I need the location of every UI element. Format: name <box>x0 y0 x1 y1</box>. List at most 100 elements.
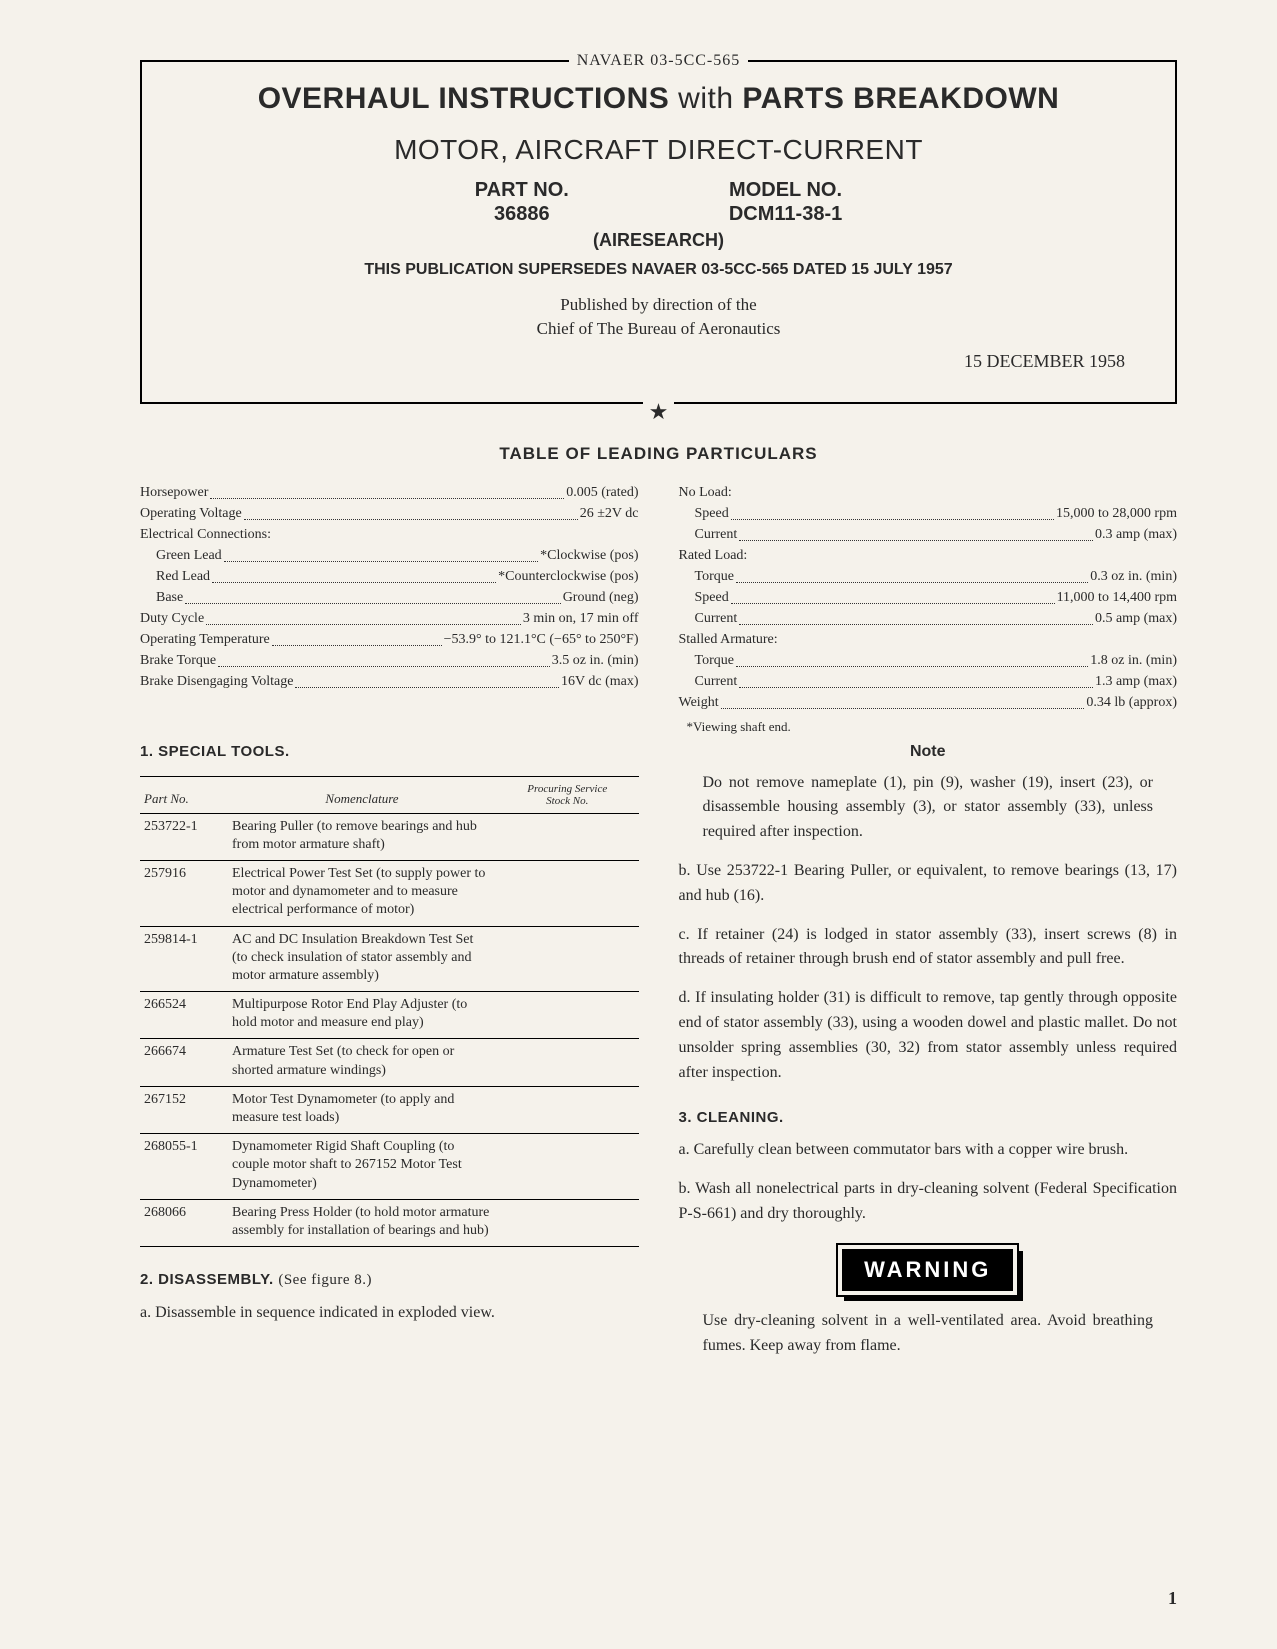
lp-row: Speed 15,000 to 28,000 rpm <box>679 503 1178 524</box>
lp-label: No Load: <box>679 482 732 503</box>
td-stockno <box>496 1199 639 1246</box>
lp-row: Base Ground (neg) <box>140 587 639 608</box>
model-no: DCM11-38-1 <box>729 202 842 226</box>
lp-dots <box>731 587 1055 604</box>
lp-columns: Horsepower0.005 (rated)Operating Voltage… <box>140 482 1177 713</box>
lp-value: 0.34 lb (approx) <box>1086 692 1177 713</box>
lp-dots <box>295 671 559 688</box>
s2-heading-text: 2. DISASSEMBLY. <box>140 1271 274 1288</box>
part-no-col: PART NO. 36886 <box>475 178 569 226</box>
body-columns: 1. SPECIAL TOOLS. Part No. Nomenclature … <box>140 719 1177 1373</box>
lp-label: Weight <box>679 692 719 713</box>
lp-value: 0.005 (rated) <box>566 482 638 503</box>
td-stockno <box>496 813 639 860</box>
lp-dots <box>210 482 564 499</box>
td-nomenclature: Motor Test Dynamometer (to apply and mea… <box>228 1086 496 1133</box>
lp-value: 26 ±2V dc <box>580 503 639 524</box>
lp-row: Torque 1.8 oz in. (min) <box>679 650 1178 671</box>
star-divider: ★ <box>140 399 1177 409</box>
th-stockno: Procuring Service Stock No. <box>496 776 639 813</box>
td-nomenclature: AC and DC Insulation Breakdown Test Set … <box>228 926 496 992</box>
td-stockno <box>496 1039 639 1086</box>
lp-value: 0.3 amp (max) <box>1095 524 1177 545</box>
lp-row: Speed11,000 to 14,400 rpm <box>679 587 1178 608</box>
published2: Chief of The Bureau of Aeronautics <box>172 317 1145 341</box>
lp-row: Operating Temperature−53.9° to 121.1°C (… <box>140 629 639 650</box>
lp-row: No Load: <box>679 482 1178 503</box>
warning-wrap: WARNING <box>679 1245 1178 1295</box>
lp-left: Horsepower0.005 (rated)Operating Voltage… <box>140 482 639 713</box>
lp-value: 3.5 oz in. (min) <box>552 650 639 671</box>
lp-row: Operating Voltage 26 ±2V dc <box>140 503 639 524</box>
model-no-col: MODEL NO. DCM11-38-1 <box>729 178 842 226</box>
lp-value: Ground (neg) <box>563 587 639 608</box>
manufacturer: (AIRESEARCH) <box>172 230 1145 251</box>
lp-dots <box>721 692 1085 709</box>
lp-label: Torque <box>695 650 734 671</box>
lp-label: Brake Torque <box>140 650 216 671</box>
warning-box: WARNING <box>838 1245 1017 1295</box>
header-box: NAVAER 03-5CC-565 OVERHAUL INSTRUCTIONS … <box>140 60 1177 404</box>
lp-row: Torque0.3 oz in. (min) <box>679 566 1178 587</box>
td-stockno <box>496 1134 639 1200</box>
s2-c: c. If retainer (24) is lodged in stator … <box>679 923 1178 973</box>
supersedes: THIS PUBLICATION SUPERSEDES NAVAER 03-5C… <box>172 261 1145 279</box>
table-row: 253722-1Bearing Puller (to remove bearin… <box>140 813 639 860</box>
th-nomenclature: Nomenclature <box>228 776 496 813</box>
lp-value: 1.8 oz in. (min) <box>1090 650 1177 671</box>
page-number: 1 <box>1168 1588 1177 1609</box>
lp-dots <box>218 650 550 667</box>
td-nomenclature: Armature Test Set (to check for open or … <box>228 1039 496 1086</box>
s2-heading: 2. DISASSEMBLY. (See figure 8.) <box>140 1271 639 1289</box>
lp-value: 0.5 amp (max) <box>1095 608 1177 629</box>
lp-value: 15,000 to 28,000 rpm <box>1056 503 1177 524</box>
table-row: 266674Armature Test Set (to check for op… <box>140 1039 639 1086</box>
part-no-label: PART NO. <box>475 178 569 202</box>
td-partno: 267152 <box>140 1086 228 1133</box>
lp-row: Current 0.5 amp (max) <box>679 608 1178 629</box>
lp-row: Red Lead *Counterclockwise (pos) <box>140 566 639 587</box>
lp-label: Horsepower <box>140 482 208 503</box>
published1: Published by direction of the <box>172 293 1145 317</box>
tools-table: Part No. Nomenclature Procuring Service … <box>140 776 639 1248</box>
lp-label: Green Lead <box>156 545 222 566</box>
lp-value: *Counterclockwise (pos) <box>498 566 638 587</box>
lp-label: Base <box>156 587 183 608</box>
lp-label: Duty Cycle <box>140 608 204 629</box>
lp-label: Stalled Armature: <box>679 629 778 650</box>
th-partno: Part No. <box>140 776 228 813</box>
lp-label: Red Lead <box>156 566 210 587</box>
lp-value: *Clockwise (pos) <box>540 545 638 566</box>
lp-dots <box>731 503 1054 520</box>
lp-row: Stalled Armature: <box>679 629 1178 650</box>
s3-heading: 3. CLEANING. <box>679 1109 1178 1126</box>
lp-row: Rated Load: <box>679 545 1178 566</box>
title-a: OVERHAUL INSTRUCTIONS <box>258 82 670 115</box>
td-partno: 268066 <box>140 1199 228 1246</box>
doc-id: NAVAER 03-5CC-565 <box>569 52 749 69</box>
lp-label: Operating Temperature <box>140 629 270 650</box>
published: Published by direction of the Chief of T… <box>172 293 1145 341</box>
lp-heading: TABLE OF LEADING PARTICULARS <box>140 444 1177 464</box>
lp-dots <box>736 566 1088 583</box>
td-stockno <box>496 926 639 992</box>
lp-right: No Load:Speed 15,000 to 28,000 rpm Current… <box>679 482 1178 713</box>
lp-row: Current1.3 amp (max) <box>679 671 1178 692</box>
lp-row: Brake Disengaging Voltage 16V dc (max) <box>140 671 639 692</box>
subtitle: MOTOR, AIRCRAFT DIRECT-CURRENT <box>172 134 1145 166</box>
lp-label: Current <box>695 524 738 545</box>
s2-a: a. Disassemble in sequence indicated in … <box>140 1301 639 1326</box>
lp-dots <box>212 566 496 583</box>
lp-label: Current <box>695 608 738 629</box>
date: 15 DECEMBER 1958 <box>172 351 1145 372</box>
lp-value: 16V dc (max) <box>561 671 639 692</box>
lp-label: Speed <box>695 503 729 524</box>
s3-b: b. Wash all nonelectrical parts in dry-c… <box>679 1177 1178 1227</box>
lp-value: 3 min on, 17 min off <box>523 608 639 629</box>
lp-label: Brake Disengaging Voltage <box>140 671 293 692</box>
td-nomenclature: Electrical Power Test Set (to supply pow… <box>228 860 496 926</box>
warning-text: Use dry-cleaning solvent in a well-venti… <box>679 1309 1178 1359</box>
lp-label: Rated Load: <box>679 545 748 566</box>
title-with: with <box>678 82 733 115</box>
lp-label: Operating Voltage <box>140 503 242 524</box>
